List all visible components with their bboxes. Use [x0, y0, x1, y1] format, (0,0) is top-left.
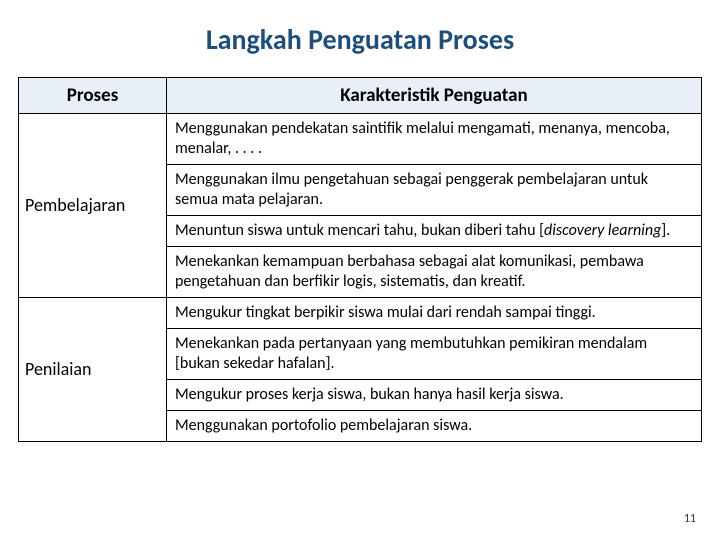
table-body: PembelajaranMenggunakan pendekatan saint… — [19, 114, 702, 442]
cell-characteristic: Menekankan kemampuan berbahasa sebagai a… — [167, 247, 702, 298]
cell-characteristic: Menuntun siswa untuk mencari tahu, bukan… — [167, 216, 702, 247]
cell-characteristic: Menggunakan portofolio pembelajaran sisw… — [167, 411, 702, 442]
process-table: Proses Karakteristik Penguatan Pembelaja… — [18, 77, 702, 442]
page-number: 11 — [684, 512, 696, 526]
th-proses: Proses — [19, 78, 167, 114]
cell-characteristic: Menggunakan ilmu pengetahuan sebagai pen… — [167, 165, 702, 216]
th-karakteristik: Karakteristik Penguatan — [167, 78, 702, 114]
table-row: PembelajaranMenggunakan pendekatan saint… — [19, 114, 702, 165]
section-label: Penilaian — [19, 298, 167, 442]
table-row: PenilaianMengukur tingkat berpikir siswa… — [19, 298, 702, 329]
cell-characteristic: Menekankan pada pertanyaan yang membutuh… — [167, 329, 702, 380]
cell-characteristic: Menggunakan pendekatan saintifik melalui… — [167, 114, 702, 165]
section-label: Pembelajaran — [19, 114, 167, 298]
page-title: Langkah Penguatan Proses — [18, 22, 702, 57]
cell-characteristic: Mengukur tingkat berpikir siswa mulai da… — [167, 298, 702, 329]
cell-characteristic: Mengukur proses kerja siswa, bukan hanya… — [167, 380, 702, 411]
